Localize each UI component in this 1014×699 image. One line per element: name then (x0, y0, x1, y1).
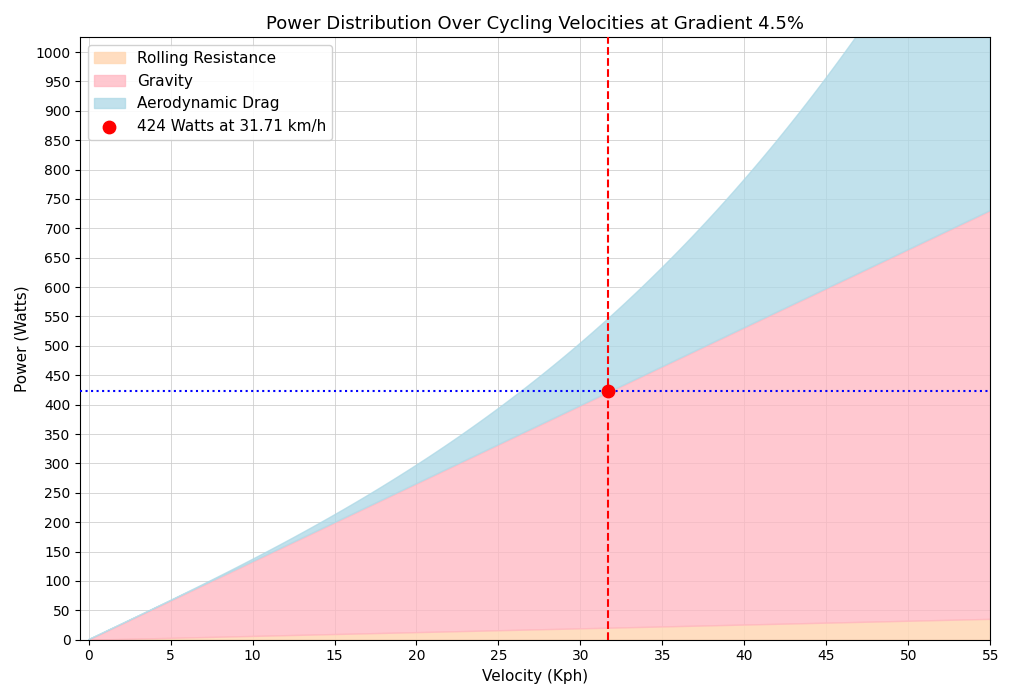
X-axis label: Velocity (Kph): Velocity (Kph) (483, 669, 588, 684)
Title: Power Distribution Over Cycling Velocities at Gradient 4.5%: Power Distribution Over Cycling Velociti… (267, 15, 804, 33)
Y-axis label: Power (Watts): Power (Watts) (15, 285, 30, 392)
Legend: Rolling Resistance, Gravity, Aerodynamic Drag, 424 Watts at 31.71 km/h: Rolling Resistance, Gravity, Aerodynamic… (88, 45, 333, 140)
424 Watts at 31.71 km/h (600, 385, 617, 396)
